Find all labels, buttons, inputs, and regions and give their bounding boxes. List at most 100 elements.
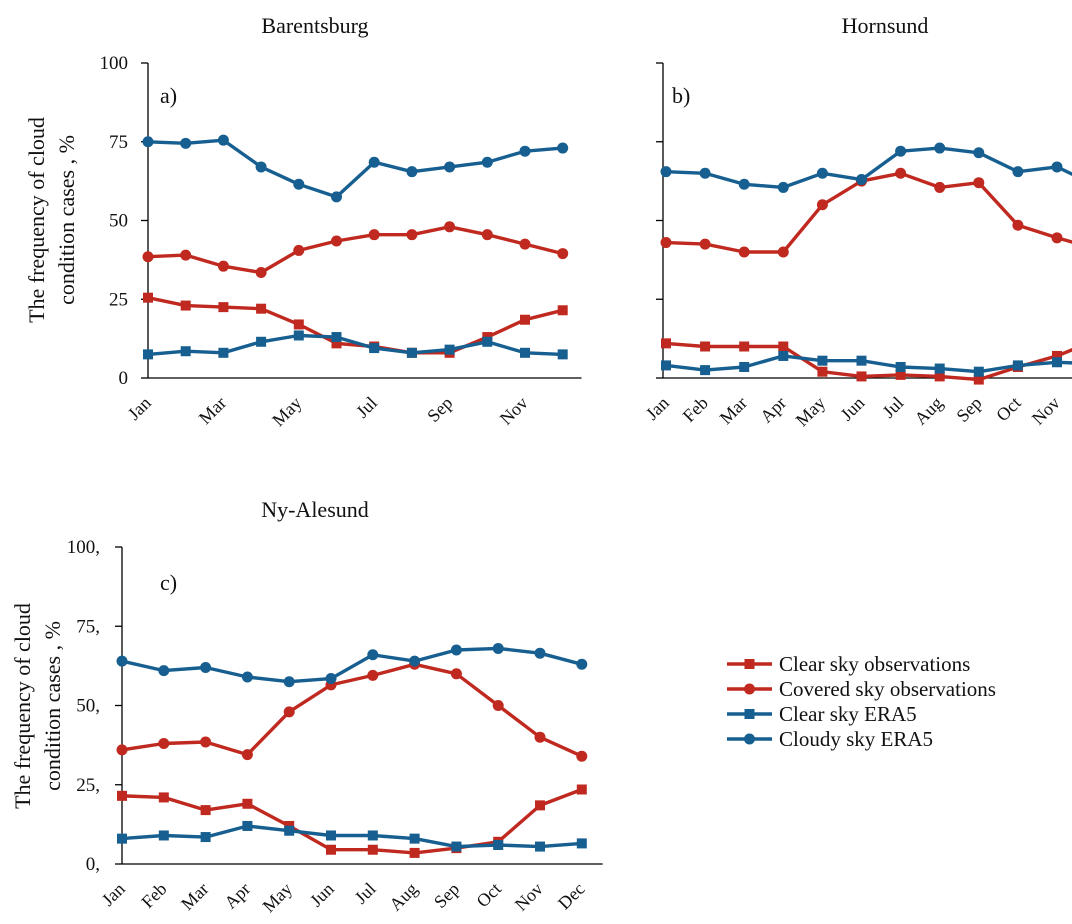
- data-point: [217, 134, 229, 146]
- data-point: [293, 319, 304, 330]
- data-point: [142, 251, 154, 263]
- series-line: [147, 333, 563, 357]
- y-tick-label: 25,: [76, 775, 100, 796]
- x-tick-label: Apr: [220, 879, 254, 913]
- series-line: [147, 138, 563, 199]
- data-point: [450, 668, 462, 680]
- y-tick-label: 75,: [76, 616, 100, 637]
- data-point: [367, 669, 379, 681]
- x-tick-label: Aug: [910, 393, 946, 429]
- x-tick-label: Sep: [430, 879, 463, 912]
- series-line: [121, 787, 583, 855]
- data-point: [661, 338, 671, 349]
- data-point: [482, 336, 493, 347]
- data-point: [481, 156, 493, 168]
- panel-label: b): [672, 83, 690, 108]
- data-point: [158, 665, 170, 677]
- data-point: [406, 347, 417, 358]
- y-axis-label: The frequency of cloud: [24, 117, 49, 323]
- x-tick-label: Apr: [756, 393, 790, 427]
- data-point: [777, 246, 789, 258]
- data-point: [739, 361, 750, 372]
- chart-title: Ny-Alesund: [261, 497, 369, 522]
- data-point: [367, 844, 378, 855]
- data-point: [200, 805, 211, 816]
- data-point: [218, 347, 229, 358]
- data-point: [557, 248, 569, 260]
- data-point: [699, 238, 711, 250]
- data-point: [450, 644, 462, 656]
- chart-panel-3: Ny-Alesund c) 0, 25, 50, 75, 100, The frequency…: [10, 497, 603, 916]
- data-point: [1012, 166, 1024, 178]
- data-point: [895, 361, 906, 372]
- data-point: [293, 178, 305, 190]
- data-point: [519, 238, 531, 250]
- data-point: [142, 136, 154, 148]
- data-point: [326, 830, 336, 841]
- data-point: [331, 332, 342, 343]
- y-axis-label: The frequency of cloud: [10, 603, 35, 809]
- data-point: [331, 338, 342, 349]
- data-point: [973, 147, 985, 159]
- data-point: [242, 798, 253, 809]
- data-point: [444, 344, 455, 355]
- data-point: [934, 142, 946, 154]
- x-tick-label: Dec: [554, 879, 589, 914]
- legend-swatch-marker: [744, 659, 755, 669]
- data-point: [180, 346, 191, 357]
- data-point: [369, 343, 380, 354]
- data-point: [368, 156, 380, 168]
- chart-panels: Barentsburg a) 0 25 50 75 100 The frequency of …: [10, 13, 1072, 916]
- x-tick-label: Mar: [177, 879, 212, 914]
- x-tick-label: Jul: [352, 393, 381, 422]
- data-point: [856, 355, 867, 366]
- x-tick-label: Jul: [878, 393, 907, 422]
- data-point: [778, 341, 789, 352]
- data-point: [255, 266, 267, 278]
- data-point: [1012, 360, 1023, 371]
- data-point: [576, 750, 588, 762]
- data-point: [1052, 350, 1062, 361]
- data-point: [158, 738, 170, 750]
- x-tick-label: Jan: [124, 393, 155, 424]
- data-point: [444, 161, 456, 173]
- series-line: [121, 646, 583, 684]
- data-point: [481, 229, 493, 241]
- data-point: [283, 706, 295, 718]
- y-tick-label: 50: [109, 211, 128, 232]
- data-point: [492, 642, 504, 654]
- y-tick-label: 100: [100, 53, 129, 74]
- data-point: [180, 137, 192, 149]
- series-line: [665, 171, 1072, 254]
- data-point: [934, 181, 946, 193]
- data-point: [660, 237, 672, 249]
- data-point: [158, 792, 169, 803]
- data-point: [576, 658, 588, 670]
- data-point: [895, 369, 906, 380]
- data-point: [293, 244, 305, 256]
- y-tick-label: 0: [119, 368, 129, 389]
- data-point: [492, 700, 504, 711]
- data-point: [116, 655, 128, 667]
- data-point: [325, 673, 337, 685]
- x-tick-label: May: [268, 393, 305, 430]
- data-point: [1051, 161, 1063, 173]
- data-point: [406, 166, 418, 178]
- legend-entry: Clear sky observations: [727, 652, 970, 676]
- legend-label: Clear sky ERA5: [779, 702, 917, 726]
- data-point: [739, 341, 750, 352]
- data-point: [520, 347, 530, 358]
- chart-title: Hornsund: [842, 13, 929, 38]
- data-point: [856, 371, 867, 382]
- legend-swatch-marker: [744, 709, 755, 719]
- data-point: [557, 349, 568, 360]
- data-point: [816, 167, 828, 179]
- data-point: [973, 177, 985, 189]
- data-point: [661, 360, 671, 371]
- data-point: [519, 145, 531, 157]
- legend-label: Cloudy sky ERA5: [779, 727, 933, 751]
- data-point: [242, 820, 253, 831]
- data-point: [158, 830, 169, 841]
- x-tick-label: Aug: [385, 879, 421, 915]
